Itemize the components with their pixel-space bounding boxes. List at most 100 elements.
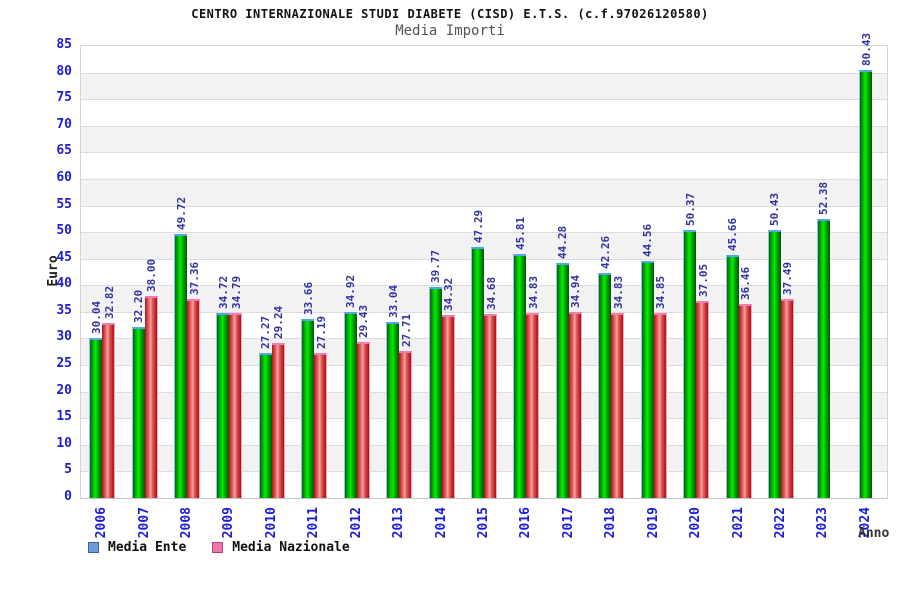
plot-band — [81, 178, 887, 206]
bar-value-label: 30.04 — [89, 300, 103, 334]
bar-value-label: 80.43 — [859, 32, 873, 66]
bar-value-label: 37.05 — [696, 263, 710, 297]
bar-value-label: 50.37 — [683, 192, 697, 226]
bar-media-ente — [343, 312, 357, 498]
bar-value-label: 42.26 — [598, 235, 612, 269]
bar-media-nazionale — [526, 313, 540, 498]
legend-label: Media Nazionale — [232, 540, 350, 555]
bar-value-label: 45.66 — [726, 217, 740, 251]
media-ente-swatch-icon — [88, 542, 99, 553]
x-tick-label: 2006 — [94, 507, 110, 539]
gridline — [81, 232, 887, 234]
bar-media-ente — [471, 247, 484, 498]
legend-item-media-ente: Media Ente — [88, 540, 186, 555]
bar-media-ente — [513, 254, 527, 498]
plot-band — [81, 99, 887, 126]
y-tick-label: 55 — [56, 196, 72, 212]
bar-value-label: 37.49 — [781, 261, 795, 295]
bar-media-ente — [816, 219, 830, 498]
bar-value-label: 50.43 — [768, 192, 782, 226]
x-tick-label: 2007 — [136, 507, 152, 539]
gridline — [81, 311, 887, 313]
bar-value-label: 44.56 — [641, 223, 655, 257]
y-tick-label: 35 — [56, 302, 72, 318]
bar-media-ente — [386, 322, 400, 498]
y-tick-label: 65 — [56, 143, 72, 159]
bar-media-ente — [174, 234, 188, 498]
bar-media-ente — [859, 70, 873, 498]
x-tick-label: 2009 — [221, 507, 237, 539]
x-tick-label: 2014 — [433, 507, 449, 539]
legend: Media Ente Media Nazionale — [88, 540, 350, 555]
y-tick-label: 20 — [56, 382, 72, 398]
legend-item-media-nazionale: Media Nazionale — [212, 540, 350, 555]
plot-area: 30.04 32.82 2006 32.20 38.00 2007 49.72 37.36 20… — [80, 33, 888, 538]
x-tick-label: 2010 — [263, 507, 279, 539]
bar-media-nazionale — [187, 299, 201, 498]
bar-value-label: 39.77 — [429, 249, 443, 283]
y-tick-label: 75 — [56, 90, 72, 106]
y-tick-label: 0 — [64, 489, 72, 504]
bar-value-label: 44.28 — [556, 225, 570, 259]
x-axis-title: Anno — [858, 526, 890, 541]
bar-media-ente — [598, 273, 612, 498]
gridline — [81, 152, 887, 154]
bar-media-nazionale — [271, 343, 285, 498]
plot-band — [81, 232, 887, 259]
bar-media-ente — [428, 287, 442, 498]
bar-value-label: 45.81 — [513, 216, 527, 250]
bar-value-label: 27.27 — [259, 315, 273, 349]
gridline — [81, 285, 887, 287]
media-nazionale-swatch-icon — [212, 542, 224, 553]
plot-band — [81, 285, 887, 312]
bar-value-label: 34.92 — [344, 274, 358, 308]
gridline — [81, 72, 887, 74]
x-tick-label: 2022 — [772, 507, 788, 539]
bar-value-label: 33.04 — [386, 284, 400, 318]
y-tick-label: 80 — [56, 63, 72, 79]
x-tick-label: 2020 — [688, 507, 704, 539]
bar-value-label: 52.38 — [817, 181, 831, 215]
bar-media-nazionale — [568, 312, 582, 498]
bar-value-label: 47.29 — [471, 209, 485, 243]
bar-value-label: 34.32 — [442, 277, 456, 311]
bar-value-label: 33.66 — [301, 281, 315, 315]
gridline — [81, 205, 887, 207]
y-tick-label: 85 — [56, 37, 72, 52]
bar-media-nazionale — [399, 351, 413, 498]
y-tick-label: 50 — [56, 223, 72, 239]
bar-media-ente — [131, 327, 145, 498]
bar-value-label: 34.83 — [526, 275, 540, 309]
bar-value-label: 29.43 — [357, 304, 371, 338]
bar-value-label: 36.46 — [739, 266, 753, 300]
bar-value-label: 29.24 — [272, 305, 286, 339]
bar-value-label: 32.82 — [102, 285, 116, 319]
y-tick-label: 70 — [56, 116, 72, 132]
x-tick-label: 2008 — [179, 507, 195, 539]
x-tick-label: 2012 — [348, 507, 364, 539]
x-tick-label: 2021 — [730, 507, 746, 539]
x-tick-label: 2011 — [306, 507, 322, 539]
bar-media-nazionale — [229, 313, 243, 498]
bar-value-label: 49.72 — [174, 196, 188, 230]
gridline — [81, 125, 887, 127]
bar-media-ente — [258, 353, 272, 498]
bar-media-ente — [683, 230, 697, 498]
gridline — [81, 178, 887, 180]
bar-media-ente — [555, 263, 569, 498]
bar-media-nazionale — [441, 315, 455, 498]
bar-value-label: 34.68 — [484, 276, 498, 310]
bar-value-label: 37.36 — [187, 261, 201, 295]
bar-value-label: 34.83 — [611, 275, 625, 309]
y-tick-label: 10 — [56, 435, 72, 451]
x-tick-label: 2015 — [476, 507, 491, 539]
y-tick-label: 30 — [56, 329, 72, 345]
bar-media-nazionale — [144, 296, 158, 498]
bar-value-label: 27.71 — [399, 313, 413, 347]
bar-media-nazionale — [653, 313, 667, 498]
bar-value-label: 34.85 — [654, 275, 668, 309]
plot-band — [81, 152, 887, 179]
bar-media-nazionale — [738, 304, 752, 498]
bar-value-label: 34.94 — [569, 274, 583, 308]
x-tick-label: 2018 — [603, 507, 619, 539]
